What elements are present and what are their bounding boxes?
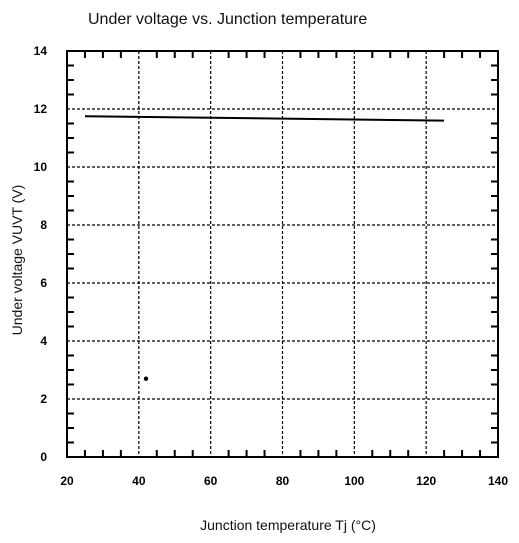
series bbox=[84, 115, 445, 122]
y-tick-labels: 0 2 4 6 8 10 12 14 bbox=[34, 44, 48, 464]
minor-ticks bbox=[67, 51, 498, 457]
y-tick-label: 12 bbox=[34, 102, 48, 116]
chart-title: Under voltage vs. Junction temperature bbox=[88, 11, 367, 28]
x-axis-label: Junction temperature Tj (°C) bbox=[200, 517, 376, 533]
grid bbox=[67, 51, 498, 457]
x-tick-label: 80 bbox=[276, 474, 290, 488]
x-tick-label: 120 bbox=[416, 474, 436, 488]
y-tick-label: 0 bbox=[40, 450, 47, 464]
y-tick-label: 8 bbox=[40, 218, 47, 232]
plot-frame bbox=[66, 50, 499, 458]
x-tick-label: 140 bbox=[488, 474, 508, 488]
y-tick-label: 14 bbox=[34, 44, 48, 58]
x-tick-label: 20 bbox=[60, 474, 74, 488]
y-tick-label: 2 bbox=[40, 392, 47, 406]
x-tick-labels: 20 40 60 80 100 120 140 bbox=[60, 474, 508, 488]
x-tick-label: 40 bbox=[132, 474, 146, 488]
y-tick-label: 10 bbox=[34, 160, 48, 174]
x-tick-label: 100 bbox=[344, 474, 364, 488]
annotations bbox=[143, 376, 149, 381]
x-tick-label: 60 bbox=[204, 474, 218, 488]
y-axis-label: Under voltage VUVT (V) bbox=[9, 185, 25, 336]
y-tick-label: 4 bbox=[40, 334, 47, 348]
data-dot bbox=[143, 376, 149, 381]
series-line-0 bbox=[84, 115, 445, 122]
y-tick-label: 6 bbox=[40, 276, 47, 290]
